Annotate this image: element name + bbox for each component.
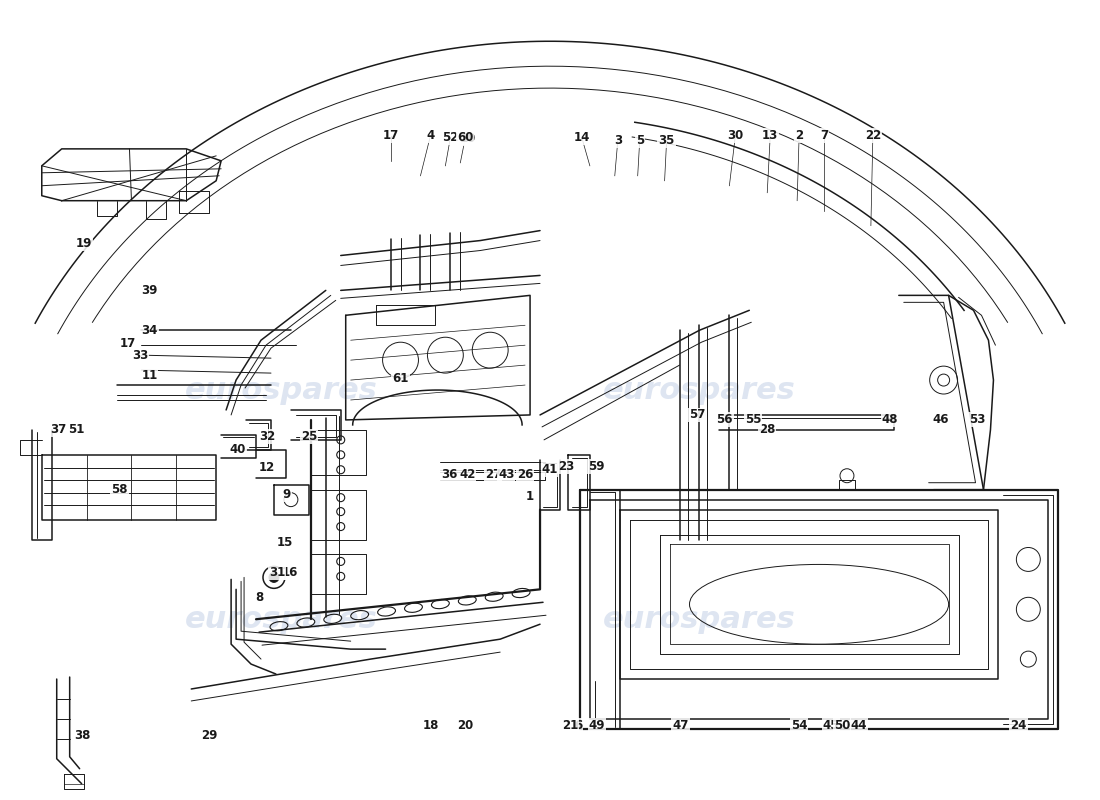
Text: eurospares: eurospares: [185, 375, 377, 405]
Text: eurospares: eurospares: [185, 605, 377, 634]
Text: eurospares: eurospares: [603, 605, 796, 634]
Text: 21: 21: [562, 719, 579, 732]
Text: 11: 11: [141, 369, 157, 382]
Text: 51: 51: [68, 423, 85, 436]
Text: 14: 14: [574, 131, 590, 145]
Text: 60: 60: [458, 131, 473, 145]
Text: 12: 12: [258, 462, 275, 474]
Text: 54: 54: [791, 719, 807, 732]
Text: 25: 25: [300, 430, 317, 443]
Circle shape: [270, 572, 279, 582]
Text: 9: 9: [283, 488, 292, 501]
Text: 59: 59: [587, 460, 604, 474]
Text: 2: 2: [795, 130, 803, 142]
Text: 53: 53: [969, 414, 986, 426]
Text: 49: 49: [588, 719, 605, 732]
Text: 35: 35: [659, 134, 674, 147]
Text: 20: 20: [458, 719, 473, 732]
Text: 41: 41: [542, 463, 558, 476]
Text: 15: 15: [277, 536, 293, 549]
Text: 47: 47: [672, 719, 689, 732]
Text: 29: 29: [201, 730, 218, 742]
Text: 52: 52: [442, 131, 459, 145]
Text: 50: 50: [834, 719, 850, 732]
Text: 22: 22: [865, 130, 881, 142]
Text: 34: 34: [141, 324, 157, 337]
Text: 39: 39: [141, 284, 157, 297]
Text: 61: 61: [393, 371, 409, 385]
Text: 36: 36: [441, 468, 458, 482]
Text: 27: 27: [485, 468, 502, 482]
Text: 55: 55: [745, 414, 761, 426]
Text: 31: 31: [268, 566, 285, 579]
Text: 46: 46: [933, 414, 949, 426]
Text: 48: 48: [881, 414, 898, 426]
Text: 56: 56: [716, 414, 733, 426]
Text: 3: 3: [614, 134, 622, 147]
Text: 24: 24: [1010, 719, 1026, 732]
Text: 6: 6: [574, 719, 582, 732]
Text: 16: 16: [282, 566, 298, 579]
Text: 7: 7: [820, 130, 828, 142]
Text: 58: 58: [111, 483, 128, 496]
Text: 57: 57: [690, 409, 706, 422]
Text: 42: 42: [459, 468, 475, 482]
Text: 43: 43: [498, 468, 515, 482]
Text: 45: 45: [823, 719, 839, 732]
Text: 13: 13: [762, 130, 779, 142]
Text: 30: 30: [727, 130, 744, 142]
Text: 18: 18: [422, 719, 439, 732]
Text: 28: 28: [759, 423, 775, 436]
Text: 1: 1: [526, 490, 535, 503]
Text: 44: 44: [850, 719, 867, 732]
Text: 23: 23: [558, 460, 574, 474]
Text: 38: 38: [75, 730, 91, 742]
Text: 4: 4: [427, 130, 434, 142]
Text: 40: 40: [230, 443, 246, 456]
Text: 33: 33: [132, 349, 148, 362]
Text: 5: 5: [636, 134, 644, 147]
Text: eurospares: eurospares: [603, 375, 796, 405]
Text: 17: 17: [383, 130, 398, 142]
Text: 17: 17: [119, 337, 135, 350]
Text: 32: 32: [258, 430, 275, 443]
Text: 37: 37: [51, 423, 67, 436]
Text: 26: 26: [517, 468, 534, 482]
Text: 19: 19: [76, 237, 91, 250]
Text: 8: 8: [255, 591, 263, 604]
Text: 10: 10: [460, 133, 476, 146]
